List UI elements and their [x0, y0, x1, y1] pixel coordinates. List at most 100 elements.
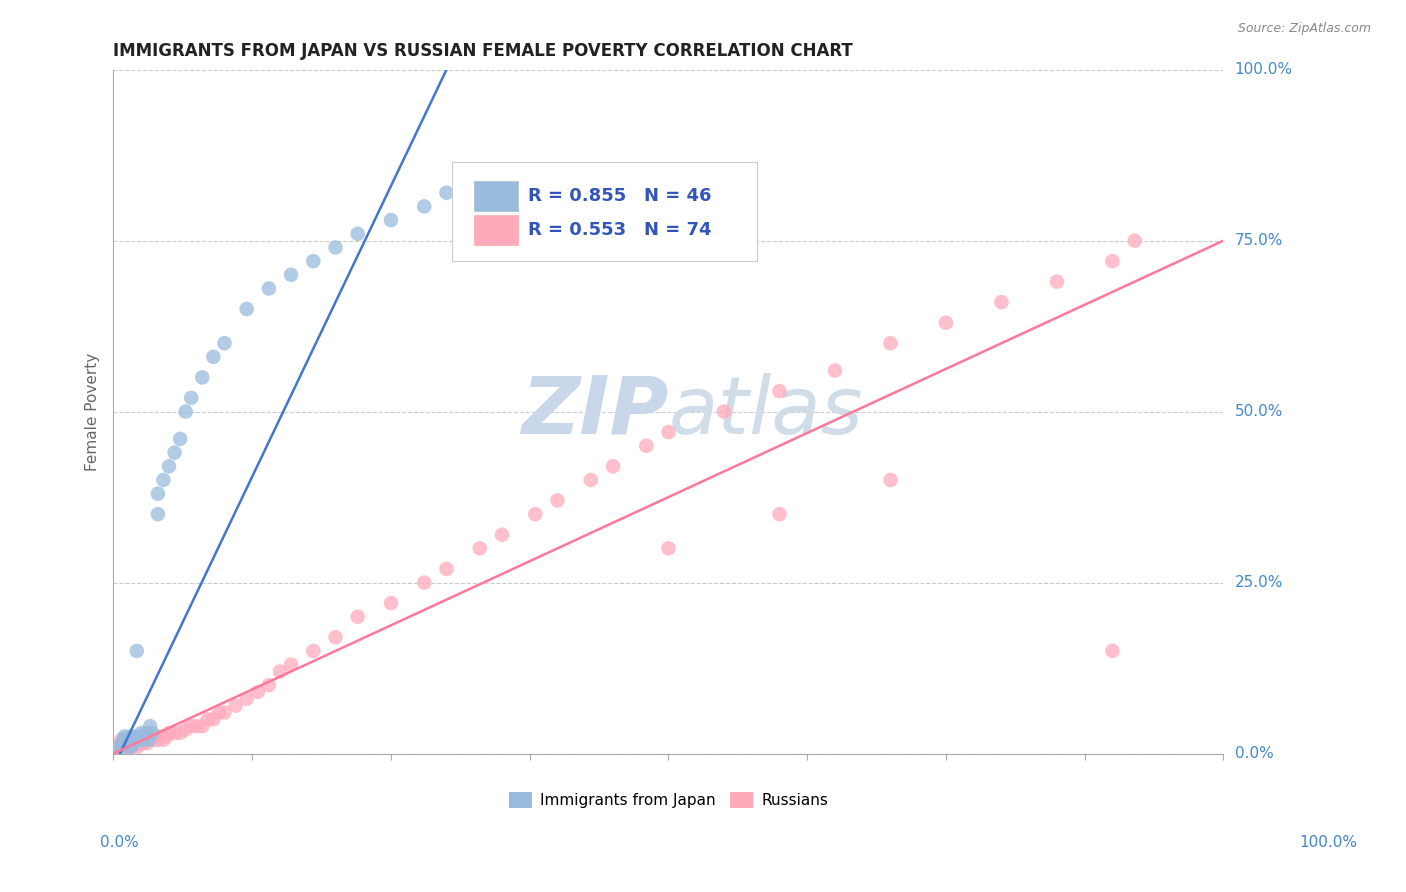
Point	[120, 732, 142, 747]
Point	[120, 736, 142, 750]
Point	[1123, 234, 1146, 248]
Point	[163, 726, 186, 740]
Point	[879, 473, 901, 487]
Point	[180, 719, 202, 733]
Point	[127, 739, 149, 754]
Point	[413, 199, 436, 213]
Point	[990, 295, 1012, 310]
Point	[191, 719, 214, 733]
Point	[1101, 644, 1123, 658]
Text: 100.0%: 100.0%	[1234, 62, 1292, 77]
Point	[280, 657, 302, 672]
Point	[163, 445, 186, 459]
Point	[138, 732, 160, 747]
Point	[1101, 254, 1123, 268]
Point	[110, 732, 132, 747]
Point	[112, 732, 135, 747]
Point	[169, 726, 191, 740]
Point	[120, 730, 142, 744]
Point	[108, 739, 131, 754]
Point	[124, 732, 146, 747]
Text: 0.0%: 0.0%	[100, 836, 139, 850]
Point	[141, 732, 163, 747]
Point	[657, 425, 679, 439]
Point	[269, 665, 291, 679]
Point	[202, 712, 225, 726]
Point	[120, 739, 142, 754]
Point	[131, 732, 153, 747]
Point	[186, 719, 208, 733]
Point	[115, 739, 138, 754]
Point	[141, 726, 163, 740]
Point	[246, 685, 269, 699]
Point	[114, 732, 136, 747]
Point	[125, 644, 148, 658]
Point	[768, 507, 790, 521]
Point	[157, 726, 180, 740]
Point	[138, 730, 160, 744]
Point	[108, 739, 131, 754]
Point	[174, 723, 197, 737]
Point	[636, 439, 658, 453]
Point	[114, 730, 136, 744]
Text: ZIP: ZIP	[522, 373, 668, 450]
Point	[346, 609, 368, 624]
Text: 0.0%: 0.0%	[1234, 746, 1274, 761]
Point	[380, 213, 402, 227]
Point	[169, 432, 191, 446]
Point	[579, 473, 602, 487]
Point	[157, 459, 180, 474]
Point	[125, 736, 148, 750]
Point	[114, 736, 136, 750]
Legend: Immigrants from Japan, Russians: Immigrants from Japan, Russians	[503, 786, 834, 814]
Point	[180, 391, 202, 405]
Point	[325, 240, 347, 254]
Point	[713, 404, 735, 418]
Point	[128, 736, 150, 750]
Point	[146, 507, 169, 521]
Point	[380, 596, 402, 610]
Point	[129, 730, 152, 744]
Point	[214, 336, 236, 351]
FancyBboxPatch shape	[474, 215, 517, 245]
Point	[139, 719, 162, 733]
Point	[125, 730, 148, 744]
Point	[120, 739, 142, 754]
Point	[436, 186, 458, 200]
Point	[111, 739, 134, 754]
Point	[302, 254, 325, 268]
Point	[436, 562, 458, 576]
Point	[122, 736, 145, 750]
Point	[202, 350, 225, 364]
Point	[146, 732, 169, 747]
Point	[214, 706, 236, 720]
Point	[121, 739, 143, 754]
Y-axis label: Female Poverty: Female Poverty	[86, 352, 100, 471]
Point	[235, 691, 257, 706]
Text: 50.0%: 50.0%	[1234, 404, 1282, 419]
Point	[110, 739, 132, 754]
Text: atlas: atlas	[668, 373, 863, 450]
Point	[134, 730, 156, 744]
Point	[125, 732, 148, 747]
Point	[152, 473, 174, 487]
Point	[1046, 275, 1069, 289]
Point	[547, 493, 569, 508]
Point	[115, 739, 138, 754]
Point	[197, 712, 219, 726]
Point	[235, 301, 257, 316]
Point	[125, 732, 148, 747]
Point	[824, 363, 846, 377]
Text: N = 74: N = 74	[644, 221, 711, 239]
Point	[131, 736, 153, 750]
FancyBboxPatch shape	[474, 181, 517, 211]
Point	[491, 527, 513, 541]
Point	[118, 732, 141, 747]
Point	[208, 706, 231, 720]
Point	[225, 698, 247, 713]
Point	[112, 732, 135, 747]
Point	[111, 736, 134, 750]
Point	[257, 678, 280, 692]
Point	[935, 316, 957, 330]
Point	[122, 736, 145, 750]
